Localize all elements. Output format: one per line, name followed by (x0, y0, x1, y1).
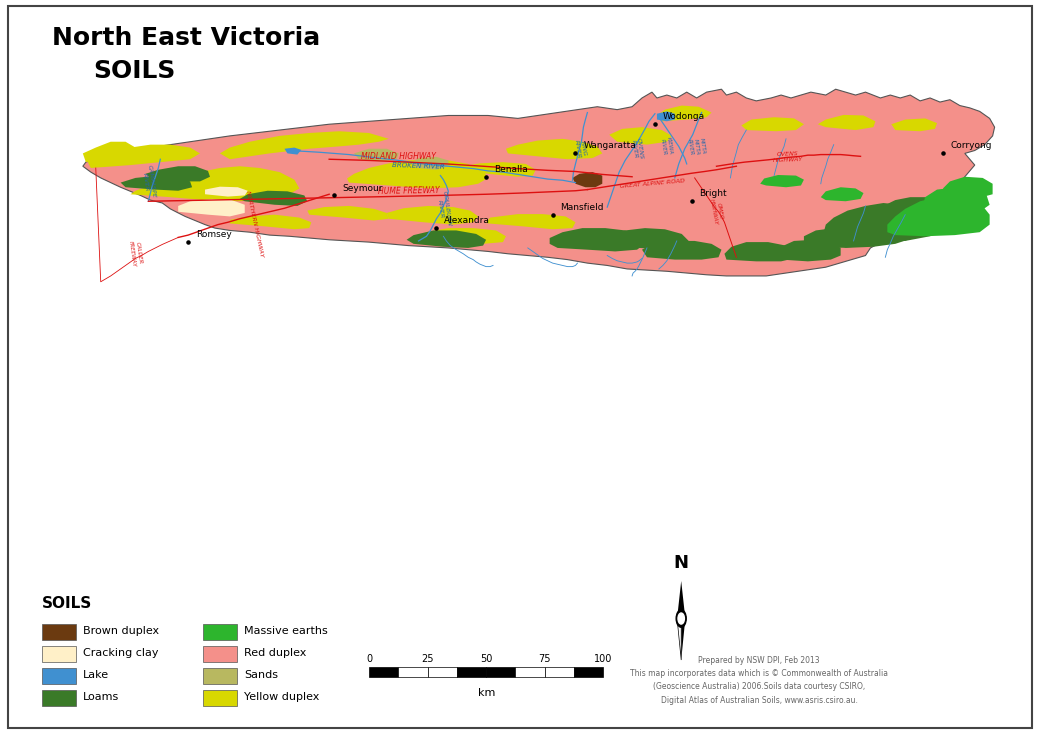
Polygon shape (677, 619, 681, 660)
Polygon shape (205, 186, 248, 197)
Text: CALDER
FREEWAY: CALDER FREEWAY (128, 240, 142, 268)
Polygon shape (804, 228, 865, 248)
Text: CAMPASPE
RIVER: CAMPASPE RIVER (140, 164, 156, 199)
Text: Wodonga: Wodonga (662, 112, 705, 121)
Polygon shape (347, 159, 488, 189)
Polygon shape (285, 148, 302, 155)
Text: 50: 50 (480, 654, 492, 664)
Polygon shape (824, 203, 926, 248)
Polygon shape (657, 106, 711, 121)
Text: BROKEN RIVER: BROKEN RIVER (392, 162, 445, 170)
Polygon shape (407, 230, 486, 248)
Text: Wangaratta: Wangaratta (583, 142, 636, 150)
Text: MIDLAND HIGHWAY: MIDLAND HIGHWAY (361, 152, 436, 161)
Text: OMEO
HIGHWAY: OMEO HIGHWAY (709, 197, 724, 226)
Text: Cracking clay: Cracking clay (83, 648, 159, 658)
Text: Prepared by NSW DPI, Feb 2013
This map incorporates data which is © Commonwealth: Prepared by NSW DPI, Feb 2013 This map i… (630, 656, 888, 705)
Polygon shape (240, 191, 307, 206)
Text: 25: 25 (421, 654, 434, 664)
Polygon shape (742, 117, 804, 131)
Polygon shape (924, 189, 985, 213)
Polygon shape (486, 214, 575, 229)
Text: Bright: Bright (700, 189, 727, 198)
Text: 75: 75 (539, 654, 551, 664)
Polygon shape (924, 187, 990, 213)
Text: North East Victoria: North East Victoria (52, 26, 320, 50)
Text: Alexandra: Alexandra (444, 217, 490, 225)
Polygon shape (609, 127, 672, 145)
Polygon shape (891, 118, 937, 131)
Polygon shape (354, 149, 398, 161)
Polygon shape (943, 177, 992, 197)
Text: KING
RIVER: KING RIVER (574, 139, 588, 159)
Text: Massive earths: Massive earths (244, 626, 329, 636)
Text: NORTHERN HIGHWAY: NORTHERN HIGHWAY (245, 190, 264, 257)
Text: Sands: Sands (244, 670, 279, 680)
Polygon shape (887, 197, 990, 236)
Polygon shape (505, 139, 602, 159)
Polygon shape (219, 131, 389, 159)
Polygon shape (411, 157, 448, 170)
Text: Red duplex: Red duplex (244, 648, 307, 658)
Polygon shape (420, 228, 505, 244)
Text: 100: 100 (594, 654, 613, 664)
Text: GREAT ALPINE ROAD: GREAT ALPINE ROAD (619, 178, 684, 189)
Polygon shape (459, 162, 536, 177)
Text: GOULBURN
RIVER: GOULBURN RIVER (436, 190, 451, 228)
Polygon shape (681, 619, 685, 660)
Polygon shape (550, 228, 645, 252)
Text: MITTA
MITTA
RIVER: MITTA MITTA RIVER (687, 137, 706, 156)
Polygon shape (677, 581, 685, 619)
Text: Corryong: Corryong (951, 142, 992, 150)
Polygon shape (83, 90, 994, 276)
Polygon shape (178, 199, 244, 217)
Text: Seymour: Seymour (342, 184, 383, 192)
Polygon shape (642, 241, 722, 260)
Polygon shape (572, 172, 602, 187)
Text: Mansfield: Mansfield (561, 203, 604, 211)
Polygon shape (725, 242, 796, 261)
Polygon shape (774, 240, 840, 261)
Text: SOILS: SOILS (94, 59, 176, 83)
Text: Benalla: Benalla (494, 165, 527, 174)
Text: SOILS: SOILS (42, 596, 92, 611)
Text: N: N (674, 554, 688, 573)
Text: Romsey: Romsey (197, 230, 232, 239)
Text: KIEWA
RIVER: KIEWA RIVER (660, 137, 674, 156)
Polygon shape (146, 166, 210, 181)
Text: OVENS
RIVER: OVENS RIVER (630, 137, 644, 160)
Polygon shape (865, 220, 920, 242)
Text: HUME FREEWAY: HUME FREEWAY (378, 186, 440, 197)
Polygon shape (307, 206, 389, 220)
Polygon shape (874, 197, 955, 242)
Polygon shape (657, 112, 675, 121)
Text: Loams: Loams (83, 692, 120, 702)
Text: Yellow duplex: Yellow duplex (244, 692, 319, 702)
Polygon shape (230, 214, 311, 229)
Circle shape (678, 613, 684, 624)
Text: Lake: Lake (83, 670, 109, 680)
Polygon shape (817, 115, 876, 130)
Text: OVENS
HIGHWAY: OVENS HIGHWAY (773, 151, 803, 164)
Polygon shape (599, 228, 688, 250)
Text: Brown duplex: Brown duplex (83, 626, 159, 636)
Polygon shape (760, 175, 804, 187)
Polygon shape (86, 145, 200, 168)
Polygon shape (821, 187, 863, 201)
Text: km: km (477, 688, 495, 699)
Polygon shape (83, 142, 140, 162)
Polygon shape (121, 175, 192, 191)
Polygon shape (131, 166, 300, 201)
Polygon shape (387, 206, 478, 225)
Circle shape (676, 610, 686, 628)
Text: 0: 0 (366, 654, 372, 664)
